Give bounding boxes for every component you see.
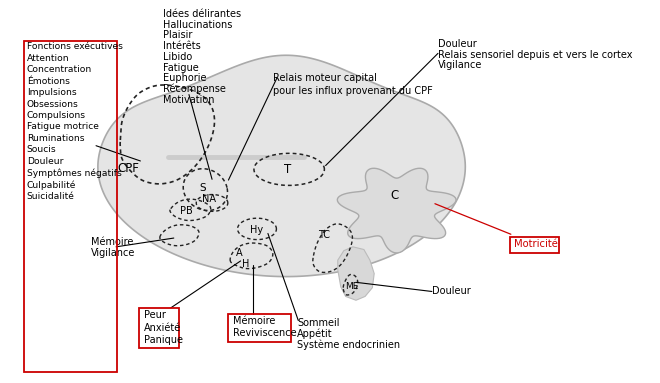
Text: Système endocrinien: Système endocrinien (297, 340, 400, 350)
Text: Euphorie: Euphorie (164, 73, 207, 83)
Text: PB: PB (180, 206, 192, 216)
Polygon shape (337, 168, 456, 253)
Text: Idées délirantes: Idées délirantes (164, 9, 242, 19)
Text: Motivation: Motivation (164, 95, 215, 105)
Text: Récompense: Récompense (164, 84, 226, 94)
Text: Relais sensoriel depuis et vers le cortex: Relais sensoriel depuis et vers le corte… (438, 49, 632, 59)
Text: ME: ME (345, 282, 358, 291)
Text: Plaisir: Plaisir (164, 31, 193, 41)
Text: Douleur: Douleur (438, 39, 477, 49)
Text: A: A (236, 248, 243, 258)
Polygon shape (338, 247, 374, 300)
Text: Hallucinations: Hallucinations (164, 20, 233, 30)
Text: Fatigue: Fatigue (164, 62, 199, 72)
Text: Vigilance: Vigilance (438, 60, 482, 70)
Text: Vigilance: Vigilance (90, 247, 135, 257)
Text: Douleur: Douleur (432, 286, 471, 296)
Text: Peur
Anxiété
Panique: Peur Anxiété Panique (144, 310, 183, 345)
Text: NA: NA (202, 194, 216, 204)
Text: TC: TC (318, 231, 330, 241)
Text: Intérêts: Intérêts (164, 41, 201, 51)
Text: CPF: CPF (117, 162, 139, 175)
Text: Hy: Hy (250, 226, 263, 236)
Polygon shape (98, 55, 465, 277)
Text: Libido: Libido (164, 52, 193, 62)
Text: Appétit: Appétit (297, 329, 333, 339)
Text: Mémoire: Mémoire (90, 237, 133, 247)
Text: Sommeil: Sommeil (297, 318, 340, 328)
Text: C: C (390, 189, 399, 202)
Text: Mémoire
Reviviscence: Mémoire Reviviscence (233, 316, 297, 338)
Text: Fonctions exécutives
Attention
Concentration
Émotions
Impulsions
Obsessions
Comp: Fonctions exécutives Attention Concentra… (27, 42, 123, 201)
Text: Relais moteur capital
pour les influx provenant du CPF: Relais moteur capital pour les influx pr… (273, 73, 432, 96)
Text: Motricité: Motricité (515, 239, 558, 249)
Text: S: S (199, 183, 206, 193)
Text: T: T (284, 163, 291, 176)
Text: H: H (242, 259, 249, 269)
